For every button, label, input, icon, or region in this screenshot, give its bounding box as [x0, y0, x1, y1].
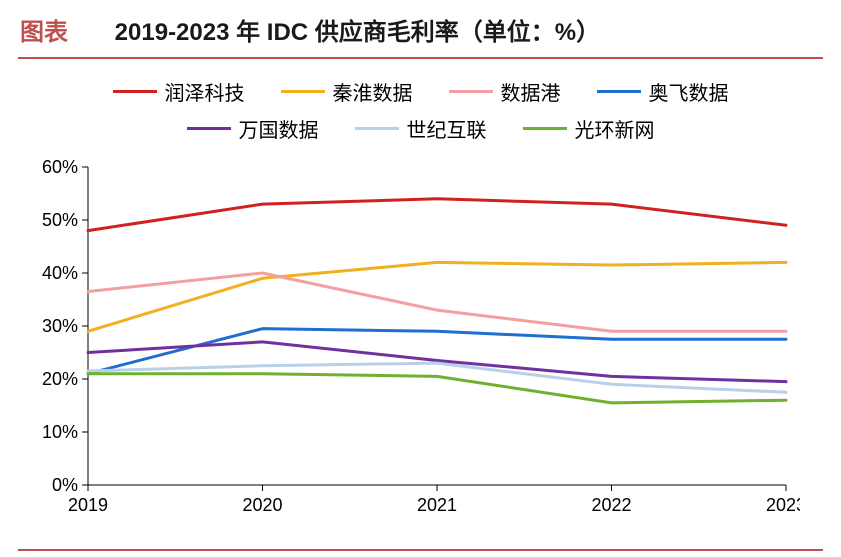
- legend-item[interactable]: 润泽科技: [113, 77, 245, 106]
- series-line: [88, 262, 786, 331]
- chart-title-row: 图表 2019-2023 年 IDC 供应商毛利率（单位：%）: [0, 0, 841, 57]
- y-tick-label: 50%: [42, 210, 78, 230]
- x-tick-label: 2023: [766, 495, 800, 515]
- legend-item[interactable]: 秦淮数据: [281, 77, 413, 106]
- legend-label: 润泽科技: [165, 77, 245, 106]
- legend-swatch: [281, 90, 325, 93]
- legend-swatch: [113, 90, 157, 93]
- legend-swatch: [449, 90, 493, 93]
- legend-swatch: [355, 127, 399, 130]
- bottom-rule: [18, 549, 823, 551]
- legend-item[interactable]: 光环新网: [523, 114, 655, 143]
- y-tick-label: 0%: [52, 475, 78, 495]
- chart-card: 图表 2019-2023 年 IDC 供应商毛利率（单位：%） 润泽科技 秦淮数据…: [0, 0, 841, 557]
- title-main: 2019-2023 年 IDC 供应商毛利率（单位：%）: [115, 19, 600, 46]
- x-tick-label: 2020: [242, 495, 282, 515]
- line-chart-svg: 0% 10% 20% 30% 40% 50% 60% 2019 2020 2021 2022 2023: [30, 159, 800, 519]
- legend-item[interactable]: 万国数据: [187, 114, 319, 143]
- legend-item[interactable]: 奥飞数据: [597, 77, 729, 106]
- legend-label: 奥飞数据: [649, 77, 729, 106]
- y-tick-label: 40%: [42, 263, 78, 283]
- series-line: [88, 273, 786, 331]
- y-tick-label: 10%: [42, 422, 78, 442]
- legend-label: 世纪互联: [407, 114, 487, 143]
- title-prefix: 图表: [20, 19, 68, 46]
- legend: 润泽科技 秦淮数据 数据港 奥飞数据万国数据 世纪互联 光环新网: [0, 59, 841, 155]
- x-tick-label: 2019: [68, 495, 108, 515]
- legend-swatch: [597, 90, 641, 93]
- legend-label: 万国数据: [239, 114, 319, 143]
- legend-item[interactable]: 数据港: [449, 77, 561, 106]
- legend-swatch: [523, 127, 567, 130]
- x-tick-label: 2021: [417, 495, 457, 515]
- plot-area: 0% 10% 20% 30% 40% 50% 60% 2019 2020 2021 2022 2023: [30, 159, 811, 519]
- x-tick-label: 2022: [591, 495, 631, 515]
- y-tick-label: 20%: [42, 369, 78, 389]
- legend-item[interactable]: 世纪互联: [355, 114, 487, 143]
- y-tick-label: 30%: [42, 316, 78, 336]
- legend-label: 数据港: [501, 77, 561, 106]
- series-line: [88, 199, 786, 231]
- y-tick-label: 60%: [42, 159, 78, 177]
- legend-swatch: [187, 127, 231, 130]
- legend-label: 光环新网: [575, 114, 655, 143]
- legend-label: 秦淮数据: [333, 77, 413, 106]
